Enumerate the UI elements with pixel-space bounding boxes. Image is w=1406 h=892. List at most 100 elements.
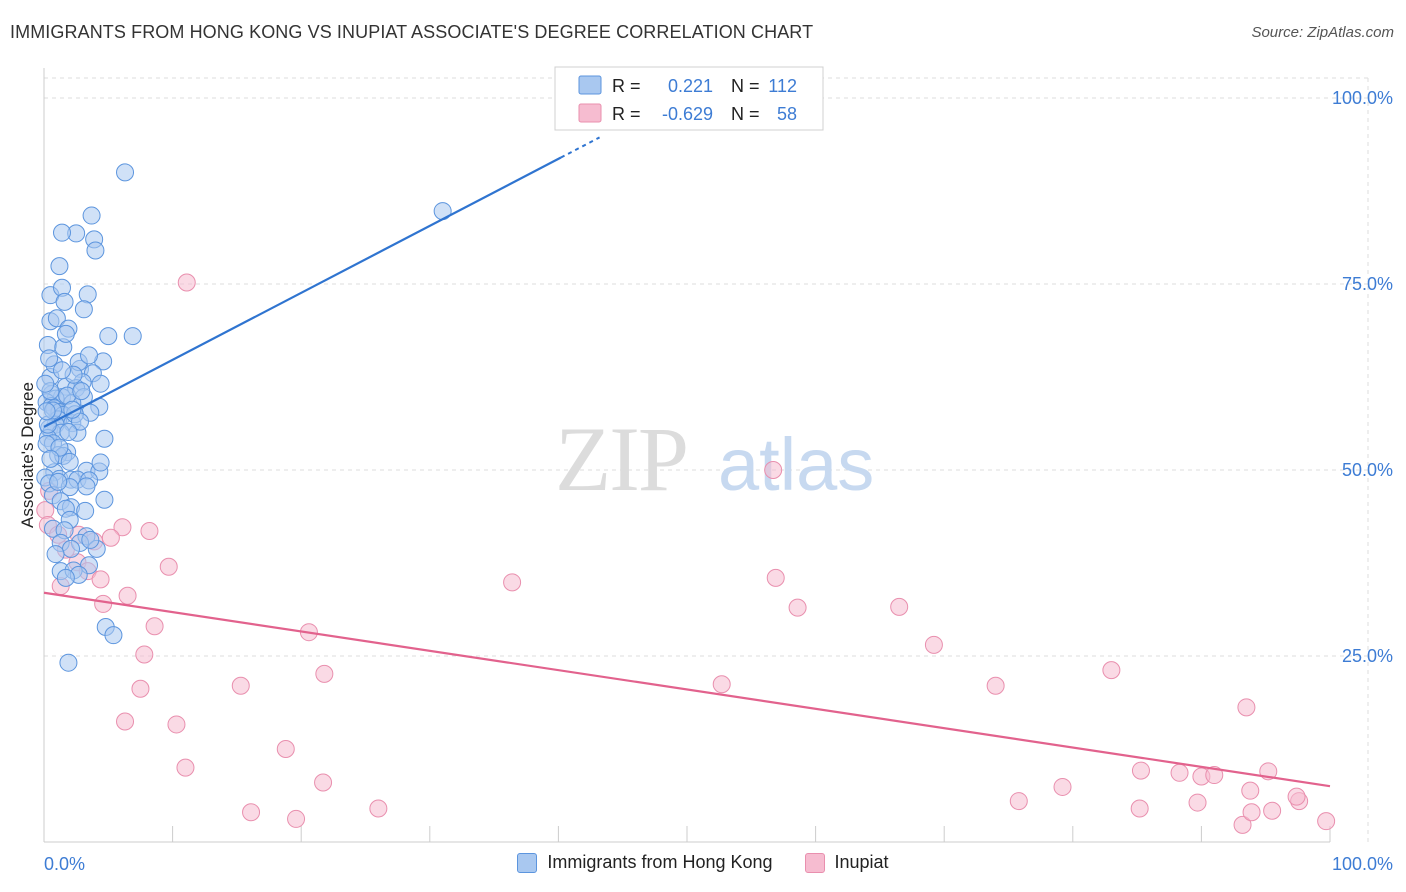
inupiat-point [1242, 803, 1261, 822]
inupiat-point [116, 712, 135, 731]
legend-label-hong-kong: Immigrants from Hong Kong [547, 852, 773, 872]
inupiat-point [1053, 777, 1072, 796]
legend-n-value-pink: 58 [777, 104, 797, 124]
inupiat-point [764, 461, 783, 479]
legend-r-value-blue: 0.221 [668, 76, 713, 96]
inupiat-point [242, 803, 261, 822]
hong-kong-point [123, 327, 142, 346]
hong-kong-point [77, 477, 96, 496]
hong-kong-point [80, 346, 99, 365]
y-tick-label: 100.0% [1332, 88, 1393, 108]
hong-kong-point [74, 300, 93, 319]
bottom-legend: Immigrants from Hong Kong Inupiat [0, 852, 1406, 873]
legend-box: R = 0.221 N = 112 R = -0.629 N = 58 [554, 66, 824, 131]
inupiat-point [1263, 801, 1282, 820]
inupiat-point [135, 645, 154, 664]
hong-kong-point [76, 501, 95, 520]
inupiat-point [167, 715, 186, 734]
inupiat-point [113, 518, 132, 537]
inupiat-point [131, 679, 150, 698]
y-tick-labels: 100.0% 75.0% 50.0% 25.0% [1332, 88, 1393, 666]
hong-kong-point [50, 257, 69, 276]
hong-kong-point [78, 285, 97, 304]
legend-n-label-pink: N = [731, 104, 760, 124]
hong-kong-point [116, 163, 135, 182]
hong-kong-point [72, 382, 91, 401]
inupiat-point [91, 570, 110, 589]
inupiat-point [177, 273, 196, 292]
legend-label-inupiat: Inupiat [834, 852, 889, 872]
axes [43, 68, 1331, 843]
inupiat-point [1241, 781, 1260, 800]
legend-swatch-pink [578, 103, 602, 123]
hong-kong-point [53, 223, 72, 242]
inupiat-point [1130, 799, 1149, 818]
hong-kong-point [55, 292, 74, 311]
inupiat-point [1102, 661, 1121, 680]
hong-kong-point [91, 374, 110, 393]
hong-kong-point [60, 452, 79, 471]
hong-kong-trend-extension [560, 136, 601, 159]
inupiat-point [1317, 812, 1336, 831]
hong-kong-point [46, 545, 65, 564]
watermark-atlas: atlas [718, 423, 874, 506]
inupiat-point [503, 573, 522, 592]
inupiat-point [924, 635, 943, 654]
legend-r-value-pink: -0.629 [662, 104, 713, 124]
hong-kong-point [37, 402, 56, 421]
inupiat-point [766, 568, 785, 587]
hong-kong-point [81, 530, 100, 549]
hong-kong-point [47, 309, 66, 328]
legend-item-inupiat: Inupiat [804, 852, 889, 873]
hong-kong-point [40, 349, 59, 368]
inupiat-point [712, 675, 731, 694]
inupiat-point [287, 809, 306, 828]
inupiat-point [890, 597, 909, 616]
hong-kong-point [56, 568, 75, 587]
legend-item-hong-kong: Immigrants from Hong Kong [517, 852, 773, 873]
hong-kong-point [36, 374, 55, 393]
inupiat-point [1287, 787, 1306, 806]
x-tick-label: 0.0% [44, 854, 85, 874]
hong-kong-point [49, 472, 68, 491]
inupiat-points [36, 273, 1336, 834]
inupiat-point [159, 557, 178, 576]
legend-swatch-hong-kong [517, 852, 538, 873]
hong-kong-points [36, 163, 452, 672]
inupiat-point [140, 522, 159, 541]
y-tick-label: 50.0% [1342, 460, 1393, 480]
inupiat-point [101, 528, 120, 547]
inupiat-point [1205, 766, 1224, 785]
legend-r-label-blue: R = [612, 76, 641, 96]
watermark-zip: ZIP [555, 408, 687, 510]
inupiat-point [36, 501, 55, 520]
x-tick-labels: 0.0% 100.0% [44, 854, 1393, 874]
legend-n-label-blue: N = [731, 76, 760, 96]
hong-kong-point [99, 327, 118, 346]
source-label: Source: ZipAtlas.com [1251, 24, 1394, 41]
inupiat-point [314, 773, 333, 792]
inupiat-point [1009, 792, 1028, 811]
hong-kong-point [95, 429, 114, 448]
chart-title: IMMIGRANTS FROM HONG KONG VS INUPIAT ASS… [10, 22, 814, 42]
legend-swatch-blue [578, 75, 602, 95]
y-tick-label: 75.0% [1342, 274, 1393, 294]
inupiat-point [1170, 763, 1189, 782]
inupiat-point [145, 617, 164, 636]
inupiat-point [118, 586, 137, 605]
inupiat-point [1131, 761, 1150, 780]
trend-lines [43, 136, 1331, 788]
hong-kong-point [91, 453, 110, 472]
hong-kong-point [104, 626, 123, 645]
inupiat-point [1237, 698, 1256, 717]
legend-r-label-pink: R = [612, 104, 641, 124]
inupiat-point [276, 740, 295, 758]
hong-kong-point [56, 324, 75, 343]
hong-kong-point [59, 423, 78, 442]
hong-kong-point [62, 539, 81, 558]
hong-kong-point [95, 490, 114, 509]
hong-kong-point [82, 206, 101, 225]
inupiat-point [315, 664, 334, 683]
inupiat-point [369, 799, 388, 818]
